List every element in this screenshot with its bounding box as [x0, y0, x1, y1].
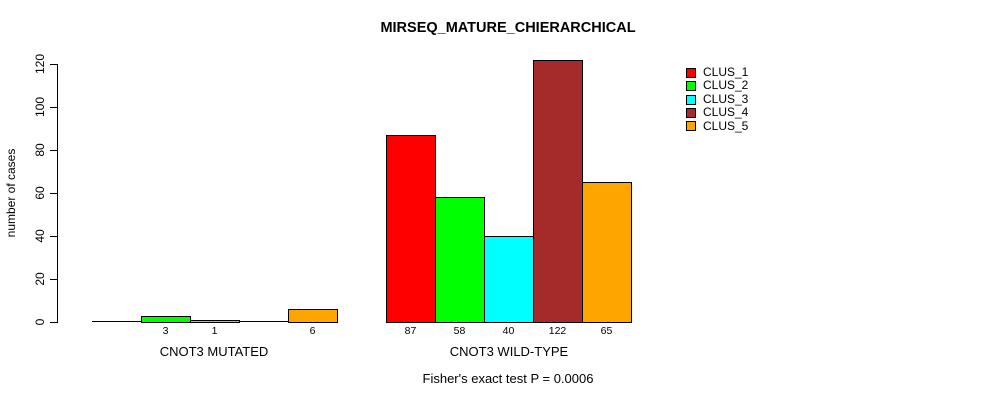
legend-swatch-icon	[686, 94, 696, 105]
group-label-cnot3-wild-type: CNOT3 WILD-TYPE	[449, 344, 569, 359]
legend-swatch-icon	[686, 107, 696, 118]
bar-clus_3-group0	[190, 319, 240, 323]
legend-item-clus_1: CLUS_1	[686, 64, 749, 80]
legend-label: CLUS_3	[703, 91, 749, 106]
bar-value-label-clus_3-group1: 40	[502, 325, 515, 337]
legend-item-clus_2: CLUS_2	[686, 77, 749, 93]
y-axis-tick-60	[50, 192, 57, 194]
bar-value-label-clus_1-group1: 87	[404, 325, 417, 337]
y-axis-tick-label-80: 80	[33, 143, 47, 157]
legend-label: CLUS_5	[703, 118, 749, 133]
bar-value-label-clus_5-group0: 6	[309, 325, 316, 337]
legend-label: CLUS_1	[703, 65, 749, 80]
chart-title: MIRSEQ_MATURE_CHIERARCHICAL	[380, 20, 636, 36]
legend-item-clus_4: CLUS_4	[686, 104, 749, 120]
bar-value-label-clus_3-group0: 1	[211, 325, 218, 337]
group-label-cnot3-mutated: CNOT3 MUTATED	[159, 344, 269, 359]
y-axis-tick-0	[50, 321, 57, 323]
legend: CLUS_1 CLUS_2 CLUS_3 CLUS_4 CLUS_5	[686, 64, 749, 133]
y-axis-tick-100	[50, 106, 57, 108]
bar-clus_2-group1	[435, 197, 485, 323]
y-axis-tick-40	[50, 235, 57, 237]
y-axis-tick-20	[50, 278, 57, 280]
bar-value-label-clus_2-group1: 58	[453, 325, 466, 337]
bar-value-label-clus_2-group0: 3	[162, 325, 169, 337]
legend-swatch-icon	[686, 81, 696, 92]
legend-label: CLUS_4	[703, 105, 749, 120]
y-axis-tick-label-40: 40	[33, 229, 47, 243]
bar-clus_5-group1	[582, 182, 632, 323]
bar-clus_2-group0	[141, 315, 191, 323]
legend-label: CLUS_2	[703, 78, 749, 93]
y-axis-tick-label-120: 120	[33, 53, 47, 75]
bar-value-label-clus_4-group1: 122	[548, 325, 567, 337]
y-axis-tick-label-20: 20	[33, 272, 47, 286]
y-axis-tick-label-60: 60	[33, 186, 47, 200]
bar-value-label-clus_5-group1: 65	[600, 325, 613, 337]
legend-swatch-icon	[686, 121, 696, 132]
legend-swatch-icon	[686, 67, 696, 78]
legend-item-clus_3: CLUS_3	[686, 91, 749, 106]
y-axis-tick-label-0: 0	[33, 318, 47, 326]
bar-clus_3-group1	[484, 236, 534, 323]
y-axis-tick-80	[50, 149, 57, 151]
annotation-fisher-test: Fisher's exact test P = 0.0006	[422, 371, 594, 386]
y-axis-tick-label-100: 100	[33, 96, 47, 118]
bar-clus_4-group1	[533, 59, 583, 323]
y-axis-tick-120	[50, 63, 57, 65]
y-axis-title: number of cases	[4, 148, 18, 238]
y-axis-line	[57, 64, 58, 323]
bar-clus_1-group1	[386, 134, 436, 323]
legend-item-clus_5: CLUS_5	[686, 118, 749, 133]
bar-clus_5-group0	[288, 309, 338, 323]
